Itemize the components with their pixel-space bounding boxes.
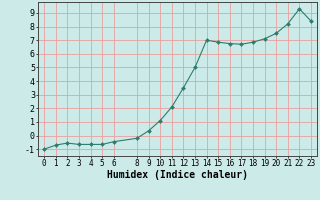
X-axis label: Humidex (Indice chaleur): Humidex (Indice chaleur)	[107, 170, 248, 180]
